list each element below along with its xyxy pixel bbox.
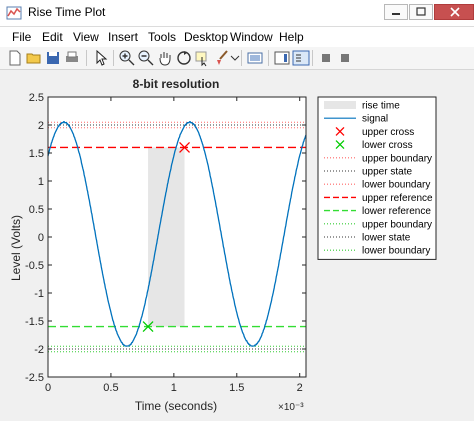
y-tick-label: 0.5 xyxy=(29,204,44,216)
show-plot-tools-icon[interactable] xyxy=(336,49,354,67)
insert-legend-icon[interactable] xyxy=(292,49,310,67)
plot-layer: -2.5 -2 -1.5 -1 -0.5 0 0.5 1 1.5 2 2.5 0 0.5 1 1.5 2 xyxy=(25,92,307,394)
y-tick-label: 1 xyxy=(38,176,44,188)
legend-label: upper reference xyxy=(362,193,433,204)
legend-label: upper cross xyxy=(362,127,414,138)
legend-label: rise time xyxy=(362,101,400,112)
rotate-3d-icon[interactable] xyxy=(175,49,193,67)
print-icon[interactable] xyxy=(63,49,81,67)
save-icon[interactable] xyxy=(44,49,62,67)
rise-time-patch xyxy=(148,147,185,327)
legend-label: lower cross xyxy=(362,140,413,151)
figure-area: 8-bit resolution Time (seconds) Level (V… xyxy=(0,70,474,421)
zoom-out-icon[interactable] xyxy=(137,49,155,67)
menu-edit[interactable]: Edit xyxy=(42,30,63,44)
y-tick-label: 0 xyxy=(38,232,44,244)
toolbar-separator xyxy=(312,50,313,66)
legend-label: upper boundary xyxy=(362,219,432,230)
legend[interactable]: rise time signal upper cross lower cross upp… xyxy=(317,96,437,260)
minimize-button[interactable] xyxy=(384,4,408,20)
legend-label: lower boundary xyxy=(362,246,430,257)
link-plot-icon[interactable] xyxy=(246,49,264,67)
insert-colorbar-icon[interactable] xyxy=(273,49,291,67)
menu-tools[interactable]: Tools xyxy=(148,30,177,44)
legend-swatch xyxy=(335,140,345,150)
menu-bar: File Edit View Insert Tools Desktop Wind… xyxy=(0,27,474,47)
close-icon xyxy=(450,7,460,17)
toolbar-separator xyxy=(241,50,242,66)
y-tick-label: -1.5 xyxy=(25,316,44,328)
x-exponent-label: ×10⁻³ xyxy=(278,402,304,413)
pointer-icon[interactable] xyxy=(91,49,109,67)
close-button[interactable] xyxy=(434,4,474,20)
x-tick-label: 1 xyxy=(171,382,177,394)
menu-window[interactable]: Window xyxy=(230,30,273,44)
toolbar-separator xyxy=(113,50,114,66)
window-titlebar: Rise Time Plot xyxy=(0,0,474,27)
new-figure-icon[interactable] xyxy=(6,49,24,67)
hide-plot-tools-icon[interactable] xyxy=(317,49,335,67)
x-tick-label: 0.5 xyxy=(103,382,118,394)
legend-label: lower boundary xyxy=(362,180,430,191)
menu-file[interactable]: File xyxy=(12,30,32,44)
matlab-figure-icon xyxy=(6,6,22,20)
maximize-icon xyxy=(416,7,426,16)
x-tick-label: 0 xyxy=(45,382,51,394)
legend-label: upper state xyxy=(362,167,412,178)
legend-label: upper boundary xyxy=(362,153,432,164)
minimize-icon xyxy=(392,13,400,15)
data-cursor-icon[interactable] xyxy=(194,49,212,67)
window-title: Rise Time Plot xyxy=(28,5,106,19)
toolbar-separator xyxy=(86,50,87,66)
legend-swatch xyxy=(335,126,345,136)
open-file-icon[interactable] xyxy=(25,49,43,67)
menu-help[interactable]: Help xyxy=(279,30,304,44)
chart-title: 8-bit resolution xyxy=(133,77,220,91)
y-tick-label: -2.5 xyxy=(25,372,44,384)
y-tick-label: -0.5 xyxy=(25,260,44,272)
y-tick-label: -2 xyxy=(34,344,44,356)
y-tick-label: 2 xyxy=(38,120,44,132)
legend-box xyxy=(317,96,437,260)
upper-cross-marker xyxy=(179,141,191,153)
menu-view[interactable]: View xyxy=(73,30,99,44)
x-tick-label: 2 xyxy=(297,382,303,394)
signal-line xyxy=(47,121,307,347)
menu-insert[interactable]: Insert xyxy=(108,30,139,44)
legend-label: lower reference xyxy=(362,206,431,217)
legend-swatch xyxy=(324,101,356,109)
brush-icon[interactable] xyxy=(213,49,231,67)
menu-desktop[interactable]: Desktop xyxy=(184,30,229,44)
y-tick-label: 1.5 xyxy=(29,148,44,160)
y-tick-label: 2.5 xyxy=(29,92,44,104)
chevron-down-icon[interactable] xyxy=(229,49,247,67)
y-tick-label: -1 xyxy=(34,288,44,300)
y-axis-label: Level (Volts) xyxy=(9,215,23,281)
x-tick-label: 1.5 xyxy=(229,382,244,394)
zoom-in-icon[interactable] xyxy=(118,49,136,67)
legend-label: signal xyxy=(362,114,388,125)
maximize-button[interactable] xyxy=(409,4,433,20)
toolbar-separator xyxy=(268,50,269,66)
rise-time-chart[interactable]: 8-bit resolution Time (seconds) Level (V… xyxy=(0,70,474,421)
x-axis-label: Time (seconds) xyxy=(135,399,217,413)
pan-icon[interactable] xyxy=(156,49,174,67)
figure-toolbar xyxy=(0,47,474,70)
lower-cross-marker xyxy=(142,321,154,333)
legend-label: lower state xyxy=(362,233,411,244)
